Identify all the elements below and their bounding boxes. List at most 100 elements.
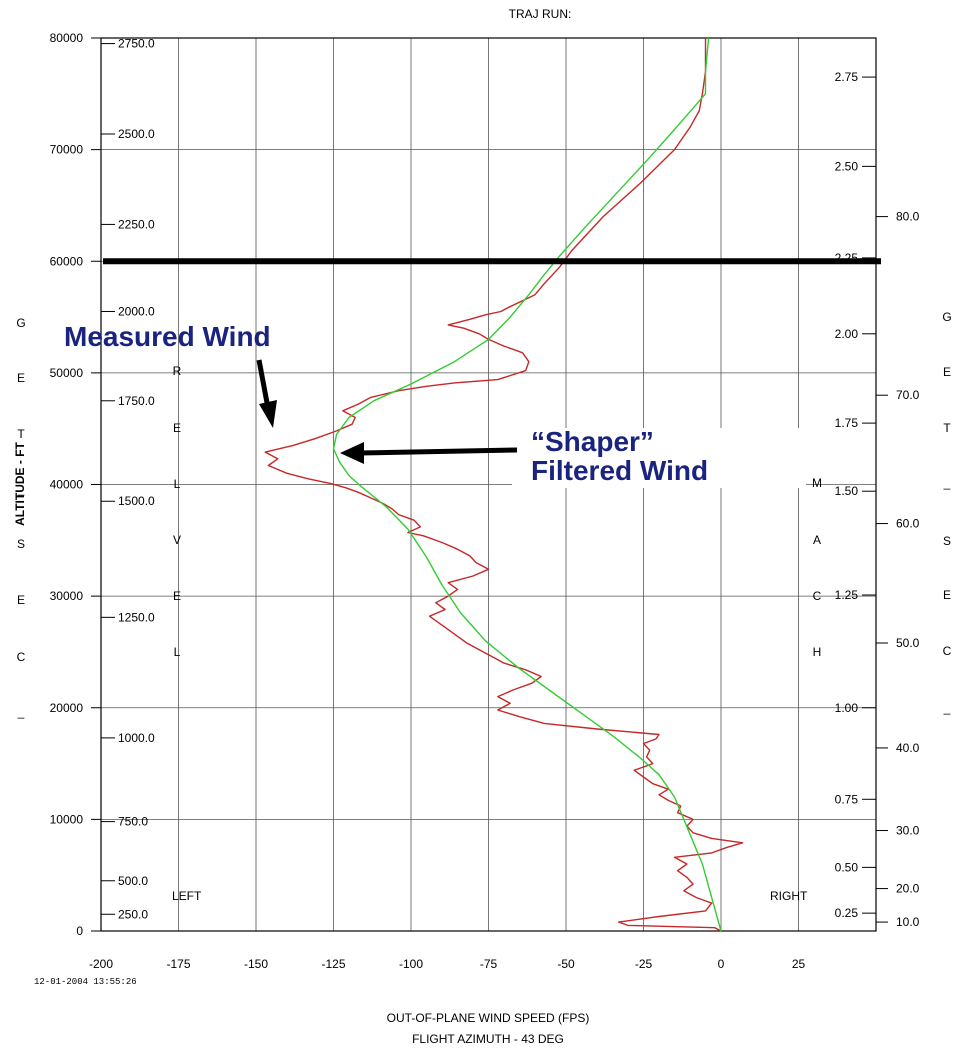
relvel-tick-label: 750.0 bbox=[118, 815, 148, 829]
relvel-tick-label: 500.0 bbox=[118, 874, 148, 888]
mach-tick-label: 1.50 bbox=[835, 484, 859, 498]
right-side-letter: T bbox=[943, 421, 951, 435]
x-tick-label: -50 bbox=[557, 957, 575, 971]
mach-axis: 0.250.500.751.001.251.501.752.002.252.50… bbox=[835, 70, 876, 920]
right-side-letter: S bbox=[943, 534, 951, 548]
right-side-letter: _ bbox=[943, 701, 951, 715]
right-side-letter: E bbox=[943, 588, 951, 602]
mach-letter: H bbox=[813, 645, 822, 659]
x-tick-label: 0 bbox=[718, 957, 725, 971]
x-tick-label: -200 bbox=[89, 957, 113, 971]
get-tick-label: 70.0 bbox=[896, 388, 920, 402]
x-tick-label: -150 bbox=[244, 957, 268, 971]
get-tick-label: 20.0 bbox=[896, 882, 920, 896]
left-side-letter: C bbox=[17, 650, 26, 664]
relvel-tick-label: 2250.0 bbox=[118, 217, 155, 231]
relvel-tick-label: 250.0 bbox=[118, 907, 148, 921]
relvel-letter: L bbox=[174, 645, 181, 659]
relvel-letter: E bbox=[173, 589, 181, 603]
relvel-letter: L bbox=[174, 477, 181, 491]
mach-letter: C bbox=[813, 589, 822, 603]
x-axis-label-2: FLIGHT AZIMUTH - 43 DEG bbox=[412, 1032, 564, 1046]
mach-tick-label: 2.00 bbox=[835, 327, 859, 341]
arrow-filtered-wind bbox=[340, 442, 518, 464]
relvel-tick-label: 2500.0 bbox=[118, 127, 155, 141]
x-axis-ticks: -200 -175 -150 -125 -100 -75 -50 -25 0 25 bbox=[89, 957, 806, 971]
right-side-letter: G bbox=[942, 310, 951, 324]
y-tick-label: 30000 bbox=[50, 589, 84, 603]
y-tick-label: 0 bbox=[76, 924, 83, 938]
mach-letter: M bbox=[812, 476, 822, 490]
right-side-letter: C bbox=[943, 644, 952, 658]
left-side-letter: E bbox=[17, 371, 25, 385]
left-side-letters: G E T _ S E C _ bbox=[16, 316, 25, 719]
relvel-tick-label: 1000.0 bbox=[118, 731, 155, 745]
right-side-letter: E bbox=[943, 365, 951, 379]
y-tick-label: 80000 bbox=[50, 31, 84, 45]
get-tick-label: 60.0 bbox=[896, 517, 920, 531]
relvel-tick-label: 1500.0 bbox=[118, 494, 155, 508]
get-tick-label: 30.0 bbox=[896, 824, 920, 838]
mach-letters: M A C H bbox=[812, 476, 822, 659]
series-group bbox=[264, 37, 744, 932]
left-side-letter: T bbox=[17, 427, 25, 441]
right-side-letter: _ bbox=[943, 476, 951, 490]
timestamp: 12-01-2004 13:55:26 bbox=[34, 977, 137, 987]
left-side-letter: E bbox=[17, 593, 25, 607]
y-tick-label: 20000 bbox=[50, 701, 84, 715]
relvel-tick-label: 1750.0 bbox=[118, 394, 155, 408]
y-axis-label: ALTITUDE - FT bbox=[13, 441, 27, 525]
x-tick-label: -125 bbox=[321, 957, 345, 971]
arrow-measured-wind bbox=[256, 359, 277, 428]
mach-tick-label: 1.75 bbox=[835, 416, 859, 430]
relvel-axis: 250.0 500.0 750.0 1000.0 1250.0 1500.0 1750.0 2… bbox=[101, 37, 155, 921]
annotation-measured-wind: Measured Wind bbox=[64, 321, 271, 352]
right-side-letters: G E T _ S E C _ bbox=[942, 310, 951, 715]
get-tick-label: 50.0 bbox=[896, 636, 920, 650]
left-side-letter: _ bbox=[17, 705, 25, 719]
y-axis-ticks: 0 10000 20000 30000 40000 50000 60000 70000 8000… bbox=[50, 31, 101, 938]
relvel-letter: E bbox=[173, 421, 181, 435]
get-tick-label: 80.0 bbox=[896, 210, 920, 224]
relvel-letter: R bbox=[173, 364, 182, 378]
left-label: LEFT bbox=[172, 889, 202, 903]
x-axis-label-1: OUT-OF-PLANE WIND SPEED (FPS) bbox=[387, 1011, 590, 1025]
x-tick-label: -25 bbox=[635, 957, 653, 971]
right-label: RIGHT bbox=[770, 889, 808, 903]
mach-letter: A bbox=[813, 533, 821, 547]
relvel-letter: V bbox=[173, 533, 181, 547]
left-side-letter: S bbox=[17, 537, 25, 551]
mach-tick-label: 1.25 bbox=[835, 588, 859, 602]
y-tick-label: 40000 bbox=[50, 478, 84, 492]
y-tick-label: 70000 bbox=[50, 143, 84, 157]
mach-tick-label: 0.25 bbox=[835, 906, 859, 920]
y-tick-label: 10000 bbox=[50, 812, 84, 826]
annotation-background bbox=[512, 428, 806, 488]
x-tick-label: -100 bbox=[399, 957, 423, 971]
y-tick-label: 60000 bbox=[50, 254, 84, 268]
relvel-tick-label: 2000.0 bbox=[118, 304, 155, 318]
chart-title: TRAJ RUN: bbox=[509, 7, 572, 21]
series-line bbox=[332, 37, 722, 932]
relvel-tick-label: 1250.0 bbox=[118, 610, 155, 624]
get-axis: 10.0 20.0 30.0 40.0 50.0 60.0 70.0 80.0 bbox=[876, 210, 920, 929]
mach-tick-label: 0.75 bbox=[835, 792, 859, 806]
left-side-letter: G bbox=[16, 316, 25, 330]
y-tick-label: 50000 bbox=[50, 366, 84, 380]
mach-tick-label: 1.00 bbox=[835, 701, 859, 715]
annotation-filtered-wind: Filtered Wind bbox=[531, 455, 708, 486]
get-tick-label: 10.0 bbox=[896, 915, 920, 929]
series-line bbox=[264, 38, 744, 932]
mach-tick-label: 2.50 bbox=[835, 159, 859, 173]
relvel-tick-label: 2750.0 bbox=[118, 37, 155, 51]
x-tick-label: 25 bbox=[792, 957, 806, 971]
get-tick-label: 40.0 bbox=[896, 741, 920, 755]
mach-tick-label: 2.75 bbox=[835, 70, 859, 84]
mach-tick-label: 0.50 bbox=[835, 860, 859, 874]
x-tick-label: -75 bbox=[480, 957, 498, 971]
left-side-letter: _ bbox=[17, 482, 25, 496]
x-tick-label: -175 bbox=[166, 957, 190, 971]
annotation-shaper: “Shaper” bbox=[531, 426, 654, 457]
relvel-letters: R E L V E L bbox=[173, 364, 182, 659]
